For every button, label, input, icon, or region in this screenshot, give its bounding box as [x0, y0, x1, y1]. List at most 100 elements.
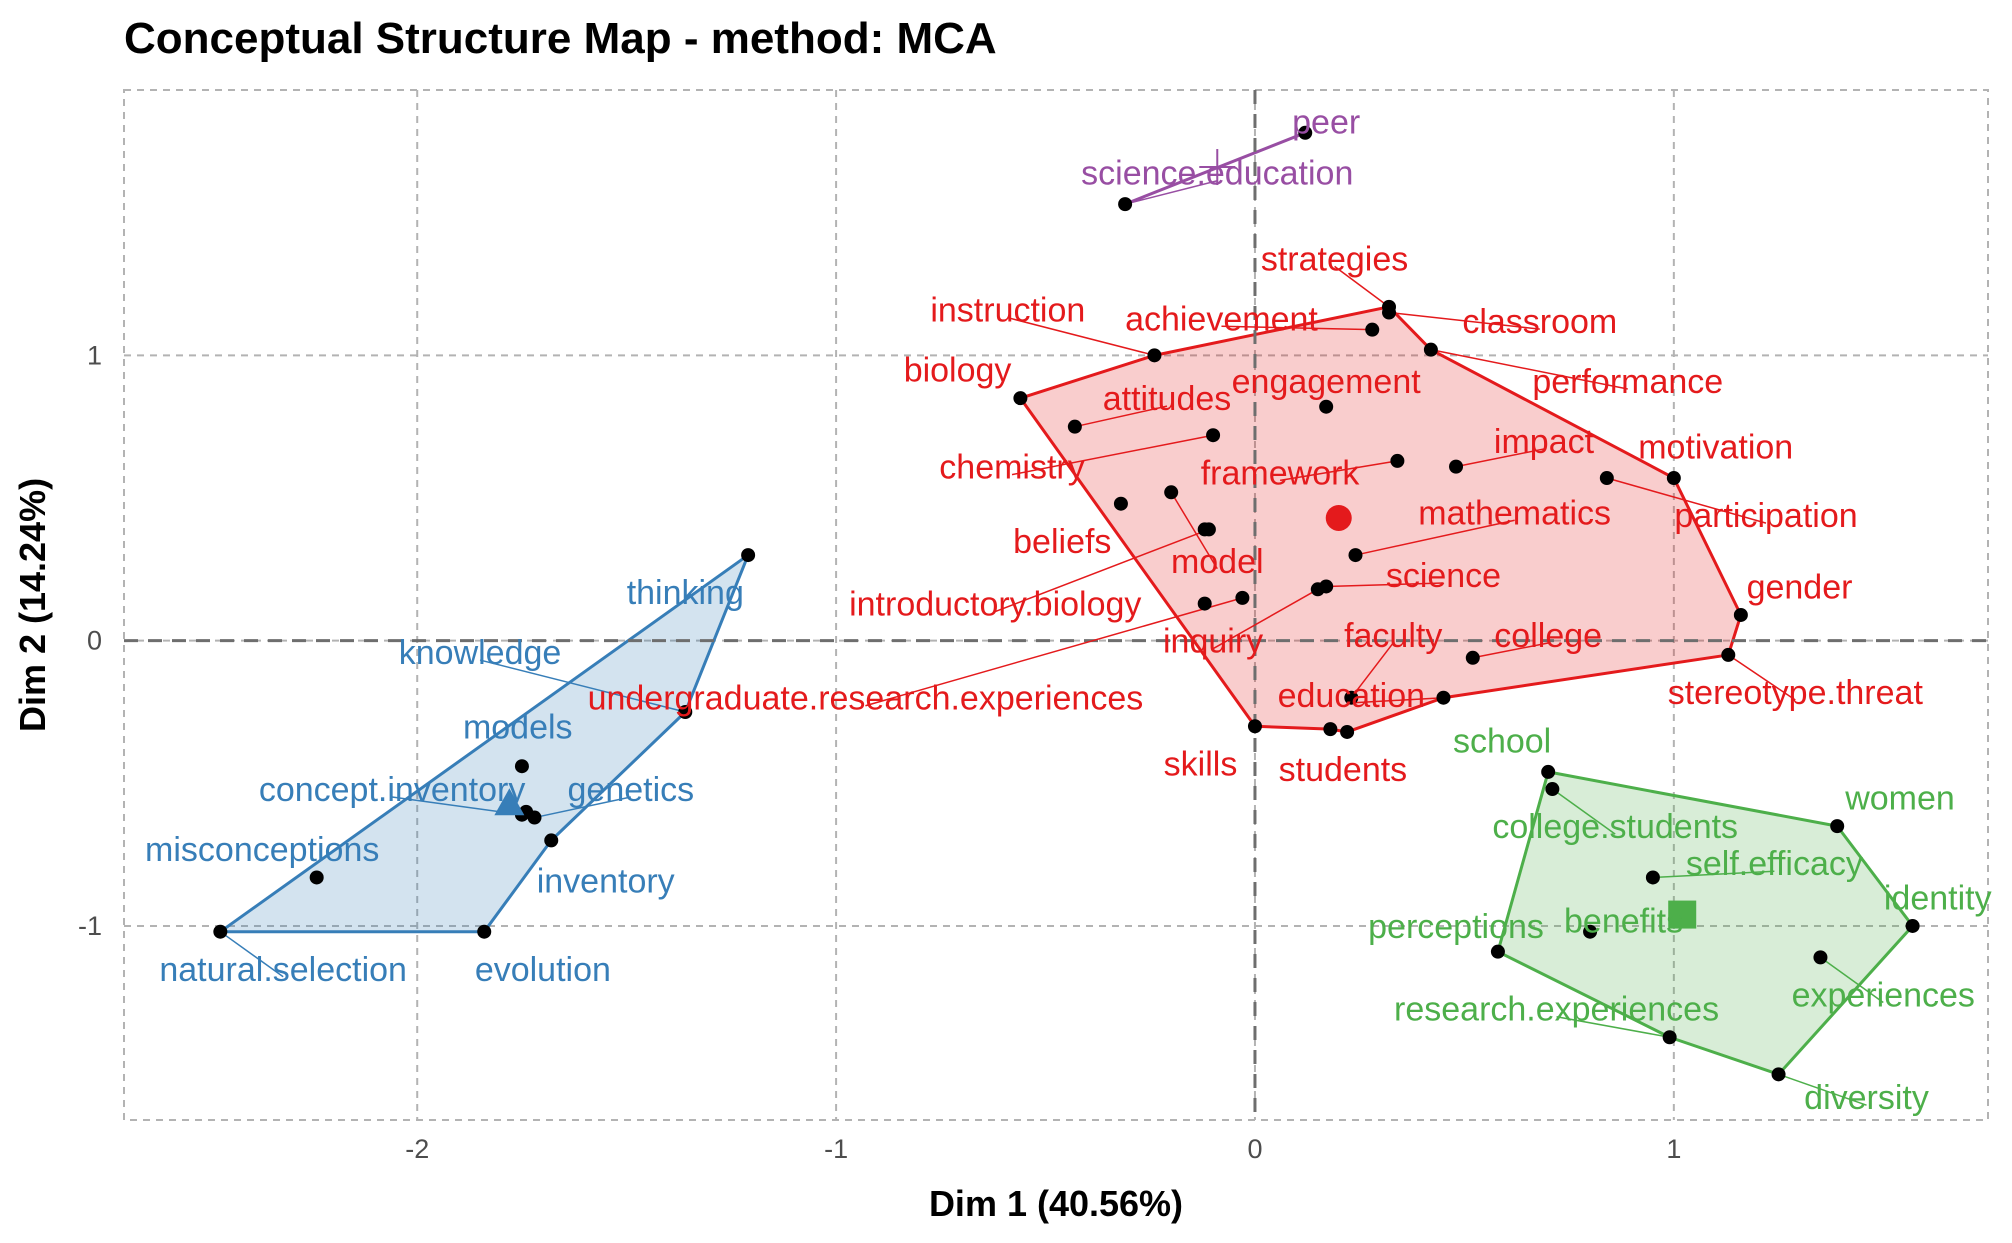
leader-line — [1355, 519, 1515, 556]
term-label-framework: framework — [1201, 454, 1361, 492]
point-natural-selection — [213, 924, 228, 939]
point-biology — [1013, 391, 1028, 406]
term-label-mathematics: mathematics — [1418, 494, 1611, 532]
term-label-genetics: genetics — [568, 771, 695, 809]
point-college — [1465, 650, 1480, 665]
term-label-models: models — [463, 708, 573, 746]
x-axis-title: Dim 1 (40.56%) — [929, 1183, 1183, 1224]
term-label-participation: participation — [1674, 497, 1857, 535]
point-performance — [1423, 342, 1438, 357]
point-evolution — [477, 924, 492, 939]
leader-line — [1727, 654, 1796, 701]
centroid-circle — [1325, 504, 1352, 531]
leader-line — [1007, 316, 1155, 357]
leader-line — [1778, 1073, 1867, 1106]
leader-line — [1334, 265, 1390, 308]
term-label-experiences: experiences — [1792, 976, 1975, 1014]
zero-lines — [124, 90, 1988, 1120]
leader-line — [1221, 325, 1373, 331]
term-label-model: model — [1171, 543, 1264, 581]
term-label-faculty: faculty — [1344, 617, 1442, 655]
cluster-hulls — [218, 131, 1915, 1076]
point-peer — [1298, 125, 1313, 140]
point-motivation — [1666, 471, 1681, 486]
term-label-students: students — [1279, 751, 1408, 789]
term-label-science: science — [1386, 557, 1501, 595]
leader-line — [479, 659, 686, 713]
leader-line — [1556, 1015, 1670, 1038]
point-benefits — [1583, 924, 1598, 939]
leader-line — [219, 931, 284, 978]
point-achievement — [1365, 322, 1380, 337]
term-label-thinking: thinking — [627, 574, 744, 612]
point-identity — [1905, 918, 1920, 933]
x-tick-label: -2 — [405, 1134, 429, 1164]
term-label-undergraduate-research-experiences: undergraduate.research.experiences — [588, 680, 1144, 718]
point-thinking — [741, 548, 756, 563]
point-perceptions — [1490, 944, 1505, 959]
term-label-misconceptions: misconceptions — [145, 831, 379, 869]
term-label-stereotype-threat: stereotype.threat — [1668, 674, 1924, 712]
term-label-inquiry: inquiry — [1163, 623, 1263, 661]
point-models — [514, 759, 529, 774]
point-gender — [1733, 607, 1748, 622]
leader-line — [1124, 180, 1218, 205]
term-label-benefits: benefits — [1564, 902, 1683, 940]
leader-line — [534, 796, 631, 819]
y-tick-label: 0 — [87, 626, 102, 656]
point-misconceptions — [309, 870, 324, 885]
leader-line — [1820, 956, 1884, 1004]
term-label-college: college — [1494, 617, 1602, 655]
point-science-education — [1118, 197, 1133, 212]
point-framework — [1390, 453, 1405, 468]
term-label-engagement: engagement — [1232, 363, 1422, 401]
point-school — [1541, 764, 1556, 779]
cluster-hull — [1018, 305, 1743, 734]
leader-line — [1212, 588, 1319, 650]
term-label-women: women — [1844, 780, 1955, 818]
point-unlabeled — [1197, 596, 1212, 611]
leader-line — [684, 554, 749, 601]
leader-line — [1551, 788, 1616, 835]
point-stereotype-threat — [1721, 647, 1736, 662]
term-label-diversity: diversity — [1804, 1079, 1929, 1117]
point-impact — [1449, 459, 1464, 474]
axis-ticks: -2 -1 0 1 -1 0 1 — [78, 340, 1681, 1164]
leader-line — [1326, 582, 1444, 588]
term-label-performance: performance — [1532, 363, 1723, 401]
point-knowledge — [678, 704, 693, 719]
term-label-inventory: inventory — [537, 862, 675, 900]
term-label-natural-selection: natural.selection — [159, 951, 407, 989]
term-label-research-experiences: research.experiences — [1394, 991, 1719, 1029]
point-chemistry — [1206, 428, 1221, 443]
leader-line — [994, 528, 1210, 613]
leader-line — [1472, 642, 1549, 659]
y-tick-label: 1 — [87, 340, 102, 370]
point-instruction — [1147, 348, 1162, 363]
term-label-college-students: college.students — [1492, 808, 1738, 846]
y-axis-title: Dim 2 (14.24%) — [12, 478, 53, 732]
leader-line — [1455, 448, 1545, 468]
point-diversity — [1771, 1067, 1786, 1082]
term-label-science-education: science.education — [1081, 155, 1353, 193]
term-label-achievement: achievement — [1125, 300, 1318, 338]
leader-line — [1430, 348, 1628, 390]
point-inventory — [544, 833, 559, 848]
panel-border — [123, 89, 1989, 1121]
term-label-perceptions: perceptions — [1368, 908, 1544, 946]
cluster-centroids — [494, 149, 1697, 929]
term-label-school: school — [1453, 723, 1551, 761]
point-classroom — [1382, 305, 1397, 320]
centroid-triangle — [494, 788, 525, 816]
term-label-education: education — [1278, 677, 1425, 715]
term-label-introductory-biology: introductory.biology — [849, 586, 1141, 624]
leader-line — [865, 597, 1243, 707]
term-label-biology: biology — [904, 352, 1012, 390]
term-label-skills: skills — [1164, 745, 1238, 783]
point-unlabeled — [1197, 522, 1212, 537]
point-faculty — [1344, 690, 1359, 705]
term-label-impact: impact — [1494, 423, 1595, 461]
leader-line — [1350, 642, 1394, 699]
chart-title: Conceptual Structure Map - method: MCA — [124, 14, 997, 63]
